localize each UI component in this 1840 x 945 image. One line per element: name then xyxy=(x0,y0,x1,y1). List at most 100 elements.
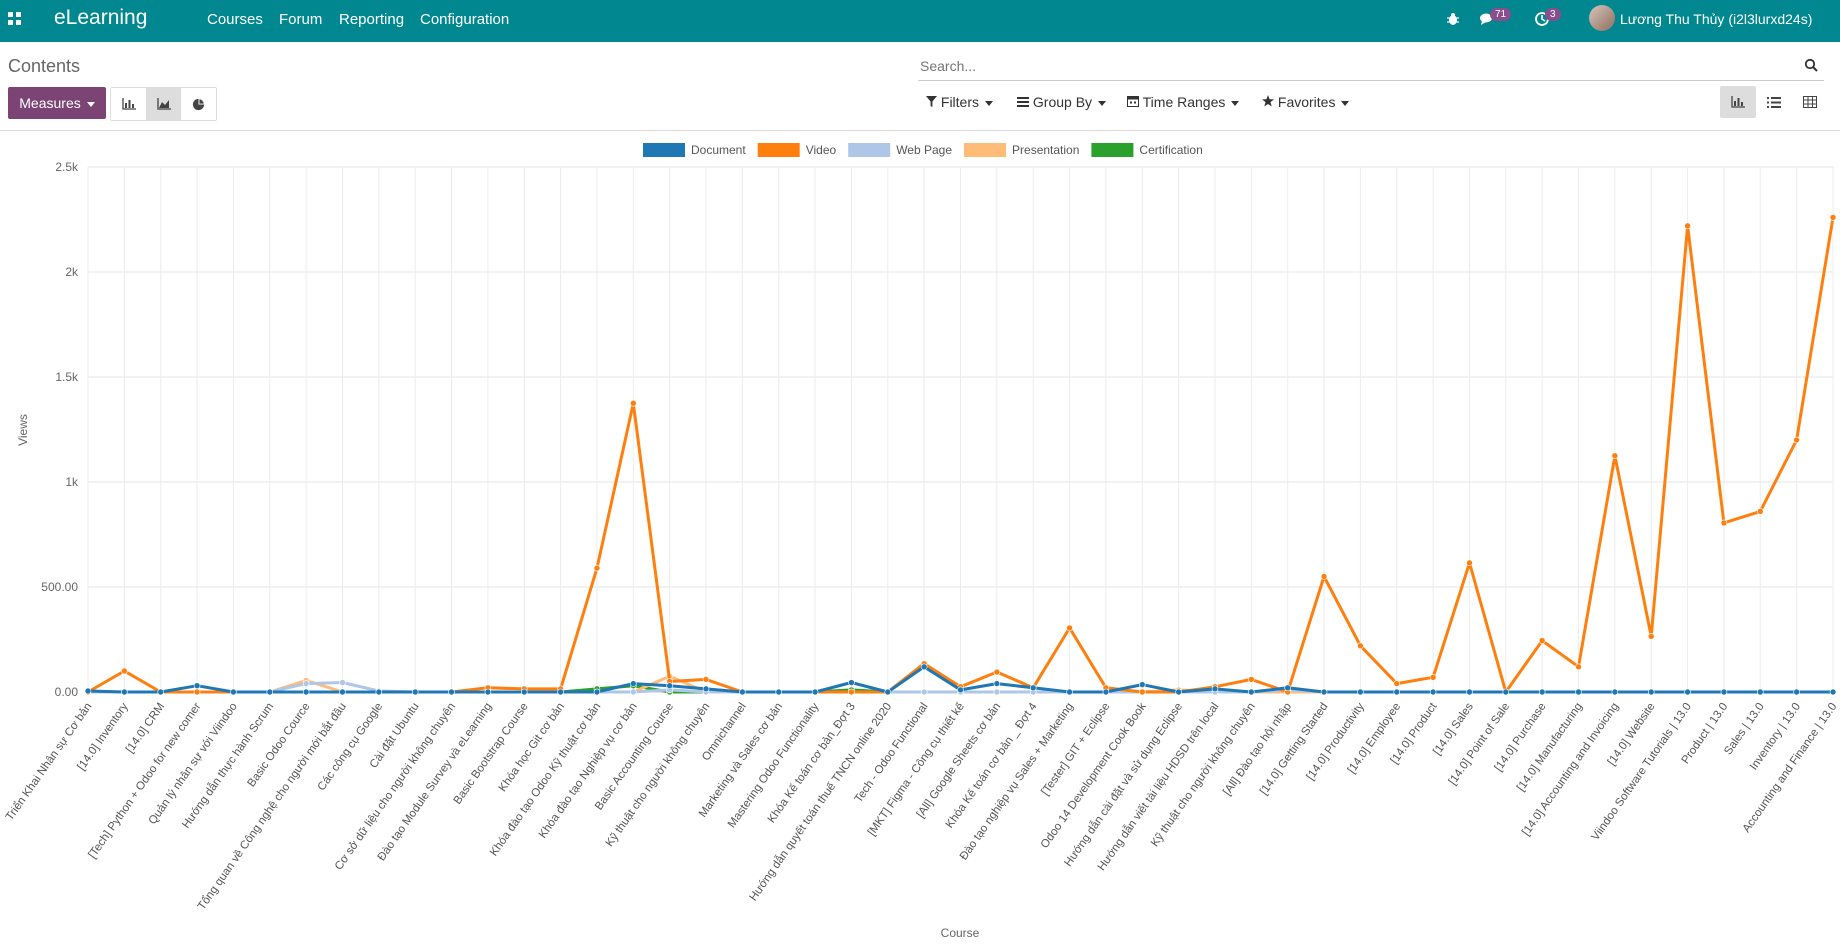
app-switcher-icon[interactable] xyxy=(8,12,22,26)
point-video[interactable] xyxy=(1138,688,1146,696)
point-document[interactable] xyxy=(557,688,564,696)
graph-view-button[interactable] xyxy=(1720,86,1756,118)
point-document[interactable] xyxy=(1248,688,1255,696)
point-document[interactable] xyxy=(1538,688,1546,696)
point-document[interactable] xyxy=(1756,688,1764,696)
point-document[interactable] xyxy=(1502,688,1510,696)
point-document[interactable] xyxy=(1829,688,1837,696)
legend-item-presentation[interactable]: Presentation xyxy=(964,143,1079,157)
point-document[interactable] xyxy=(811,688,819,696)
point-document[interactable] xyxy=(1647,688,1655,696)
point-document[interactable] xyxy=(266,688,274,696)
point-video[interactable] xyxy=(193,688,201,696)
point-document[interactable] xyxy=(1138,681,1146,688)
point-document[interactable] xyxy=(230,688,237,696)
point-document[interactable] xyxy=(84,687,92,695)
point-document[interactable] xyxy=(702,685,710,693)
point-video[interactable] xyxy=(593,564,601,572)
point-video[interactable] xyxy=(1575,663,1582,671)
point-video[interactable] xyxy=(1611,452,1619,460)
point-video[interactable] xyxy=(993,668,1001,676)
point-video[interactable] xyxy=(1357,642,1364,650)
point-video[interactable] xyxy=(1829,214,1837,221)
point-document[interactable] xyxy=(1393,688,1401,696)
app-brand[interactable]: eLearning xyxy=(54,6,148,29)
point-document[interactable] xyxy=(1684,688,1691,696)
point-document[interactable] xyxy=(520,688,528,696)
point-document[interactable] xyxy=(1793,688,1800,696)
point-document[interactable] xyxy=(593,688,601,696)
favorites-dropdown[interactable]: Favorites xyxy=(1262,94,1350,110)
menu-configuration[interactable]: Configuration xyxy=(420,11,510,28)
point-web-page[interactable] xyxy=(339,679,346,686)
point-document[interactable] xyxy=(375,688,383,696)
avatar[interactable] xyxy=(1589,5,1615,31)
point-document[interactable] xyxy=(739,688,746,696)
point-document[interactable] xyxy=(666,682,673,690)
timeranges-dropdown[interactable]: Time Ranges xyxy=(1127,94,1240,110)
chat-icon[interactable] xyxy=(1479,12,1495,26)
point-document[interactable] xyxy=(339,688,346,696)
list-view-button[interactable] xyxy=(1756,86,1792,118)
point-document[interactable] xyxy=(920,663,928,671)
point-document[interactable] xyxy=(775,688,783,696)
point-document[interactable] xyxy=(1429,688,1437,696)
point-document[interactable] xyxy=(484,688,492,696)
point-document[interactable] xyxy=(448,688,455,696)
point-video[interactable] xyxy=(1684,222,1691,230)
point-document[interactable] xyxy=(1102,688,1110,696)
point-document[interactable] xyxy=(630,680,637,687)
legend-item-document[interactable]: Document xyxy=(643,143,746,157)
point-document[interactable] xyxy=(1029,684,1037,692)
point-document[interactable] xyxy=(1611,688,1619,696)
point-video[interactable] xyxy=(1538,637,1546,644)
point-web-page[interactable] xyxy=(920,688,928,696)
point-web-page[interactable] xyxy=(302,680,310,687)
groupby-dropdown[interactable]: Group By xyxy=(1017,94,1107,110)
point-document[interactable] xyxy=(193,682,201,690)
bug-icon[interactable] xyxy=(1446,12,1460,26)
point-video[interactable] xyxy=(1466,559,1473,567)
point-video[interactable] xyxy=(1393,680,1401,687)
point-document[interactable] xyxy=(1357,688,1364,696)
point-video[interactable] xyxy=(1720,519,1728,527)
point-document[interactable] xyxy=(1211,685,1219,693)
menu-reporting[interactable]: Reporting xyxy=(339,11,405,28)
point-document[interactable] xyxy=(848,679,855,686)
point-document[interactable] xyxy=(302,688,310,696)
point-video[interactable] xyxy=(1793,436,1800,444)
legend-item-web-page[interactable]: Web Page xyxy=(848,143,952,157)
point-video[interactable] xyxy=(1066,624,1073,632)
point-document[interactable] xyxy=(411,688,419,696)
point-video[interactable] xyxy=(1647,633,1655,640)
point-video[interactable] xyxy=(1248,676,1255,683)
point-document[interactable] xyxy=(1320,688,1328,696)
point-video[interactable] xyxy=(1320,573,1328,580)
point-document[interactable] xyxy=(957,686,964,694)
point-video[interactable] xyxy=(848,688,855,696)
pie-mode-button[interactable] xyxy=(181,88,216,120)
point-document[interactable] xyxy=(157,688,165,696)
point-document[interactable] xyxy=(1175,688,1182,696)
point-video[interactable] xyxy=(1756,508,1764,515)
point-document[interactable] xyxy=(1466,688,1473,696)
point-document[interactable] xyxy=(1066,688,1073,696)
user-menu[interactable]: Lương Thu Thủy (i2l3lurxd24s) xyxy=(1620,11,1813,27)
point-document[interactable] xyxy=(1720,688,1728,696)
point-web-page[interactable] xyxy=(630,688,637,696)
point-document[interactable] xyxy=(121,688,128,696)
filters-dropdown[interactable]: Filters xyxy=(926,94,994,110)
point-video[interactable] xyxy=(1429,673,1437,681)
measures-button[interactable]: Measures xyxy=(8,87,106,119)
point-document[interactable] xyxy=(1284,684,1291,692)
menu-forum[interactable]: Forum xyxy=(279,11,323,28)
point-document[interactable] xyxy=(993,680,1001,687)
legend-item-certification[interactable]: Certification xyxy=(1091,143,1203,157)
legend-item-video[interactable]: Video xyxy=(757,143,837,157)
point-document[interactable] xyxy=(884,688,892,696)
point-video[interactable] xyxy=(702,676,710,683)
menu-courses[interactable]: Courses xyxy=(207,11,263,28)
point-document[interactable] xyxy=(1575,688,1582,696)
point-web-page[interactable] xyxy=(993,688,1001,696)
line-mode-button[interactable] xyxy=(146,88,181,120)
